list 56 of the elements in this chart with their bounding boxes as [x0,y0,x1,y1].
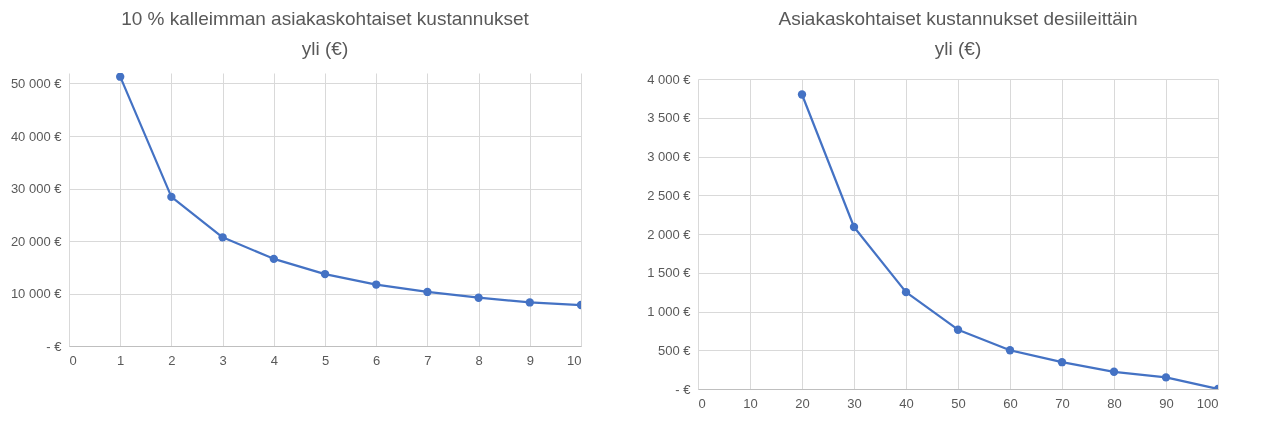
point [1109,367,1119,376]
point [1161,373,1171,382]
y-tick-label: 1 500 € [647,265,692,281]
point [423,287,432,297]
x-tick-label: 80 [1107,395,1122,411]
x-tick-label: 50 [951,395,966,411]
point [525,298,534,307]
y-tick-label: 3 500 € [647,110,692,126]
x-tick-label: 20 [795,395,810,411]
y-tick-label: - € [675,381,692,397]
point [167,192,176,202]
y-tick-label: 30 000 € [10,181,63,196]
y-tick-label: 40 000 € [10,128,63,144]
x-tick-label: 7 [424,352,432,368]
point [372,280,381,289]
point [901,287,911,297]
y-tick-label: 20 000 € [10,233,63,249]
point [1057,358,1067,367]
chart-title: Asiakaskohtaiset kustannukset desiileittäin yli (€) [778,8,1138,59]
point [320,269,330,279]
x-tick-label: 9 [526,352,534,368]
x-tick-label: 60 [1003,395,1018,411]
y-tick-label: 50 000 € [10,76,63,91]
point [218,233,227,242]
x-tick-label: 0 [698,395,706,411]
x-tick-label: 4 [270,352,278,368]
x-tick-label: 90 [1159,395,1174,411]
y-tick-label: 10 000 € [10,286,63,301]
point [849,222,859,232]
x-tick-label: 30 [847,395,862,411]
y-tick-label: 4 000 € [647,71,692,87]
y-tick-label: 3 000 € [647,149,692,164]
y-tick-label: 500 € [657,342,692,358]
x-tick-label: 8 [475,352,483,368]
x-tick-label: 5 [321,352,330,368]
x-tick-label: 40 [899,395,914,411]
y-tick-label: - € [46,338,63,354]
x-tick-label: 10 [567,352,582,368]
x-tick-label: 100 [1196,395,1219,411]
point [797,90,807,99]
x-tick-label: 3 [219,352,227,368]
point [953,325,963,334]
point [269,254,278,264]
y-tick-label: 1 000 € [647,304,692,319]
point [474,293,483,302]
x-tick-label: 0 [69,352,77,368]
x-tick-label: 10 [743,395,758,411]
point [116,73,125,81]
x-tick-label: 2 [168,352,176,368]
point [1005,346,1015,355]
chart-title: 10 % kalleimman asiakaskohtaiset kustannukset yli (€) [121,8,530,59]
x-tick-label: 70 [1055,395,1070,411]
x-tick-label: 1 [117,352,125,368]
y-tick-label: 2 000 € [647,226,692,242]
y-tick-label: 2 500 € [647,187,692,203]
x-tick-label: 6 [373,352,381,368]
